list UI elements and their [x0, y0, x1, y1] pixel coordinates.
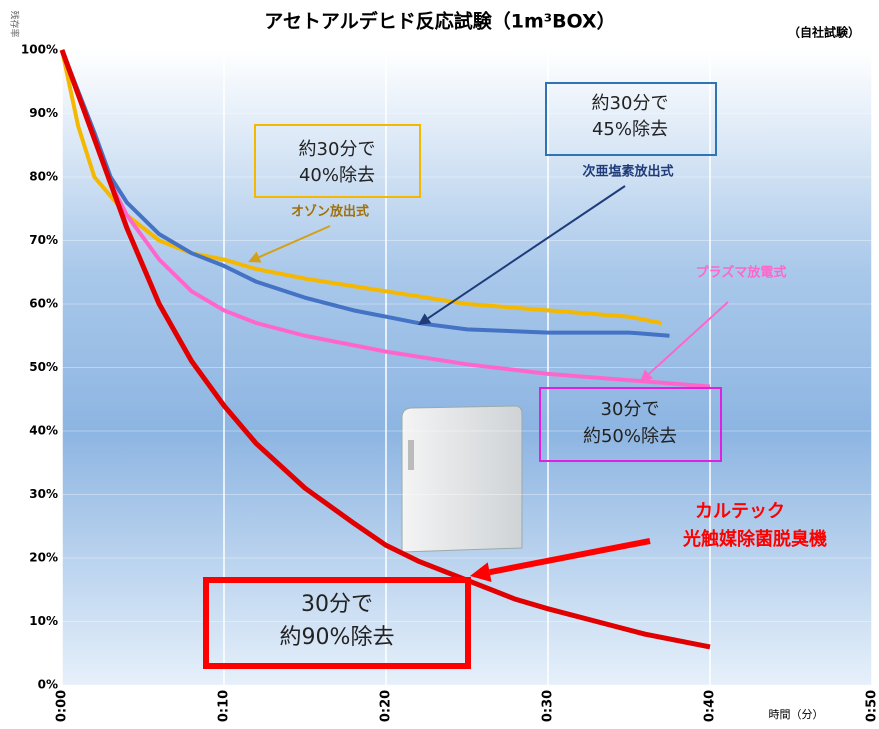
- y-tick-label: 90%: [29, 106, 58, 120]
- device-image: [402, 406, 522, 552]
- x-axis-label: 時間（分）: [769, 708, 824, 721]
- x-tick-label: 0:20: [379, 690, 394, 722]
- y-tick-label: 30%: [29, 487, 58, 501]
- y-tick-label: 60%: [29, 297, 58, 311]
- annotation-text: 約30分で: [299, 139, 376, 160]
- annotation-text: 40%除去: [299, 165, 375, 186]
- y-tick-label: 70%: [29, 233, 58, 247]
- y-axis-label: 残存率: [9, 10, 21, 37]
- annotation-text: 30分で: [601, 399, 660, 420]
- y-tick-label: 10%: [29, 614, 58, 628]
- y-tick-label: 50%: [29, 360, 58, 374]
- annotation-text: 30分で: [301, 592, 373, 617]
- x-tick-label: 0:30: [541, 690, 556, 722]
- y-tick-label: 80%: [29, 170, 58, 184]
- annotation-text: 光触媒除菌脱臭機: [682, 528, 827, 550]
- annotation-text: 約90%除去: [280, 625, 395, 650]
- annotation-text: 約30分で: [592, 93, 669, 114]
- y-tick-label: 0%: [38, 678, 58, 692]
- annotation-text: 約50%除去: [583, 426, 677, 447]
- x-tick-label: 0:10: [217, 690, 232, 722]
- y-tick-label: 20%: [29, 551, 58, 565]
- annotation-text: オゾン放出式: [291, 204, 369, 220]
- x-tick-label: 0:00: [55, 690, 70, 722]
- annotation-text: 45%除去: [592, 119, 668, 140]
- y-tick-label: 40%: [29, 424, 58, 438]
- annotation-text: カルテック: [695, 501, 785, 522]
- chart-subtitle: （自社試験）: [788, 25, 860, 40]
- chart: アセトアルデヒド反応試験（1m³BOX） （自社試験） 残存率 時間（分） 0%…: [0, 0, 879, 725]
- annotation-text: プラズマ放電式: [696, 265, 787, 281]
- y-tick-label: 100%: [21, 43, 58, 57]
- x-tick-label: 0:40: [703, 690, 718, 722]
- annotation-text: 次亜塩素放出式: [582, 164, 673, 180]
- chart-title: アセトアルデヒド反応試験（1m³BOX）: [264, 10, 615, 33]
- x-tick-label: 0:50: [865, 690, 879, 722]
